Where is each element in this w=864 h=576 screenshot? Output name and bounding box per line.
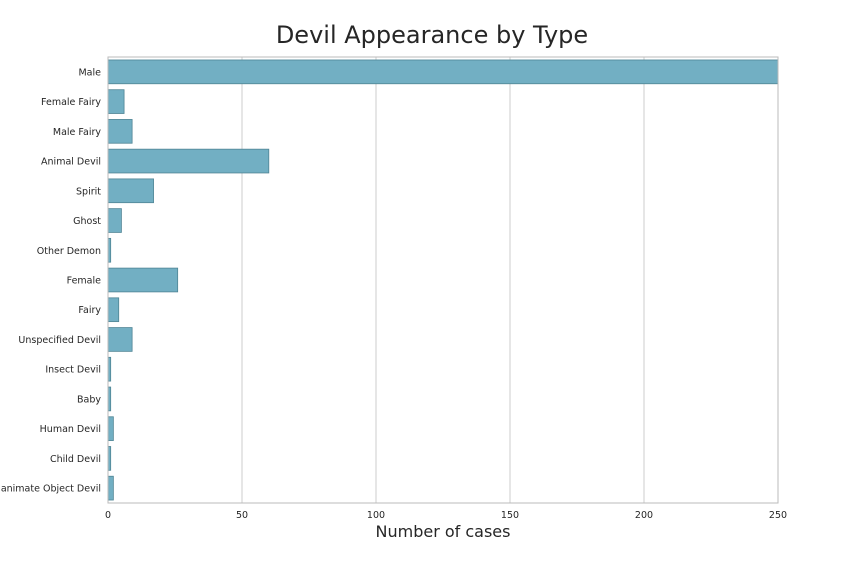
y-tick-label: Spirit	[76, 186, 101, 197]
bar-female	[107, 267, 179, 293]
bar-male	[107, 59, 779, 85]
plot-frame	[107, 56, 779, 504]
bar-unspecified-devil	[107, 327, 133, 352]
y-tick-label: Ghost	[73, 216, 101, 227]
y-tick-label: Insect Devil	[45, 365, 101, 376]
y-tick-label: Female	[67, 276, 102, 287]
x-tick-label: 100	[367, 510, 385, 521]
y-tick-label: Human Devil	[40, 424, 101, 435]
y-tick-label: Male Fairy	[53, 127, 101, 138]
bar-spirit	[107, 178, 154, 204]
y-tick-label: Child Devil	[50, 454, 101, 465]
grid-lines	[107, 57, 779, 503]
y-tick-label: Fairy	[78, 305, 101, 316]
chart-title: Devil Appearance by Type	[276, 21, 588, 49]
y-tick-label: Animal Devil	[41, 157, 101, 168]
y-tick-label: Unspecified Devil	[18, 335, 101, 346]
bar-ghost	[107, 208, 122, 233]
x-axis-label: Number of cases	[376, 522, 511, 541]
x-tick-label: 0	[105, 510, 111, 521]
x-tick-labels: 0 50 100 150 200 250	[105, 510, 787, 521]
x-tick-label: 200	[635, 510, 653, 521]
bar-fairy	[107, 297, 120, 323]
bar-male-fairy	[107, 119, 133, 144]
bar-inanimate-object-devil	[107, 475, 114, 501]
y-tick-label: Female Fairy	[41, 97, 101, 108]
y-tick-label: Inanimate Object Devil	[0, 484, 101, 495]
bar-female-fairy	[107, 89, 125, 114]
bars	[107, 59, 779, 501]
x-tick-label: 50	[236, 510, 248, 521]
y-tick-labels: Male Female Fairy Male Fairy Animal Devil Sp…	[0, 67, 101, 494]
x-tick-label: 250	[769, 510, 787, 521]
y-tick-label: Male	[78, 67, 101, 78]
x-tick-label: 150	[501, 510, 519, 521]
y-tick-label: Other Demon	[37, 246, 101, 257]
bar-human-devil	[107, 416, 114, 441]
bar-animal-devil	[107, 148, 270, 174]
y-tick-label: Baby	[77, 394, 101, 405]
